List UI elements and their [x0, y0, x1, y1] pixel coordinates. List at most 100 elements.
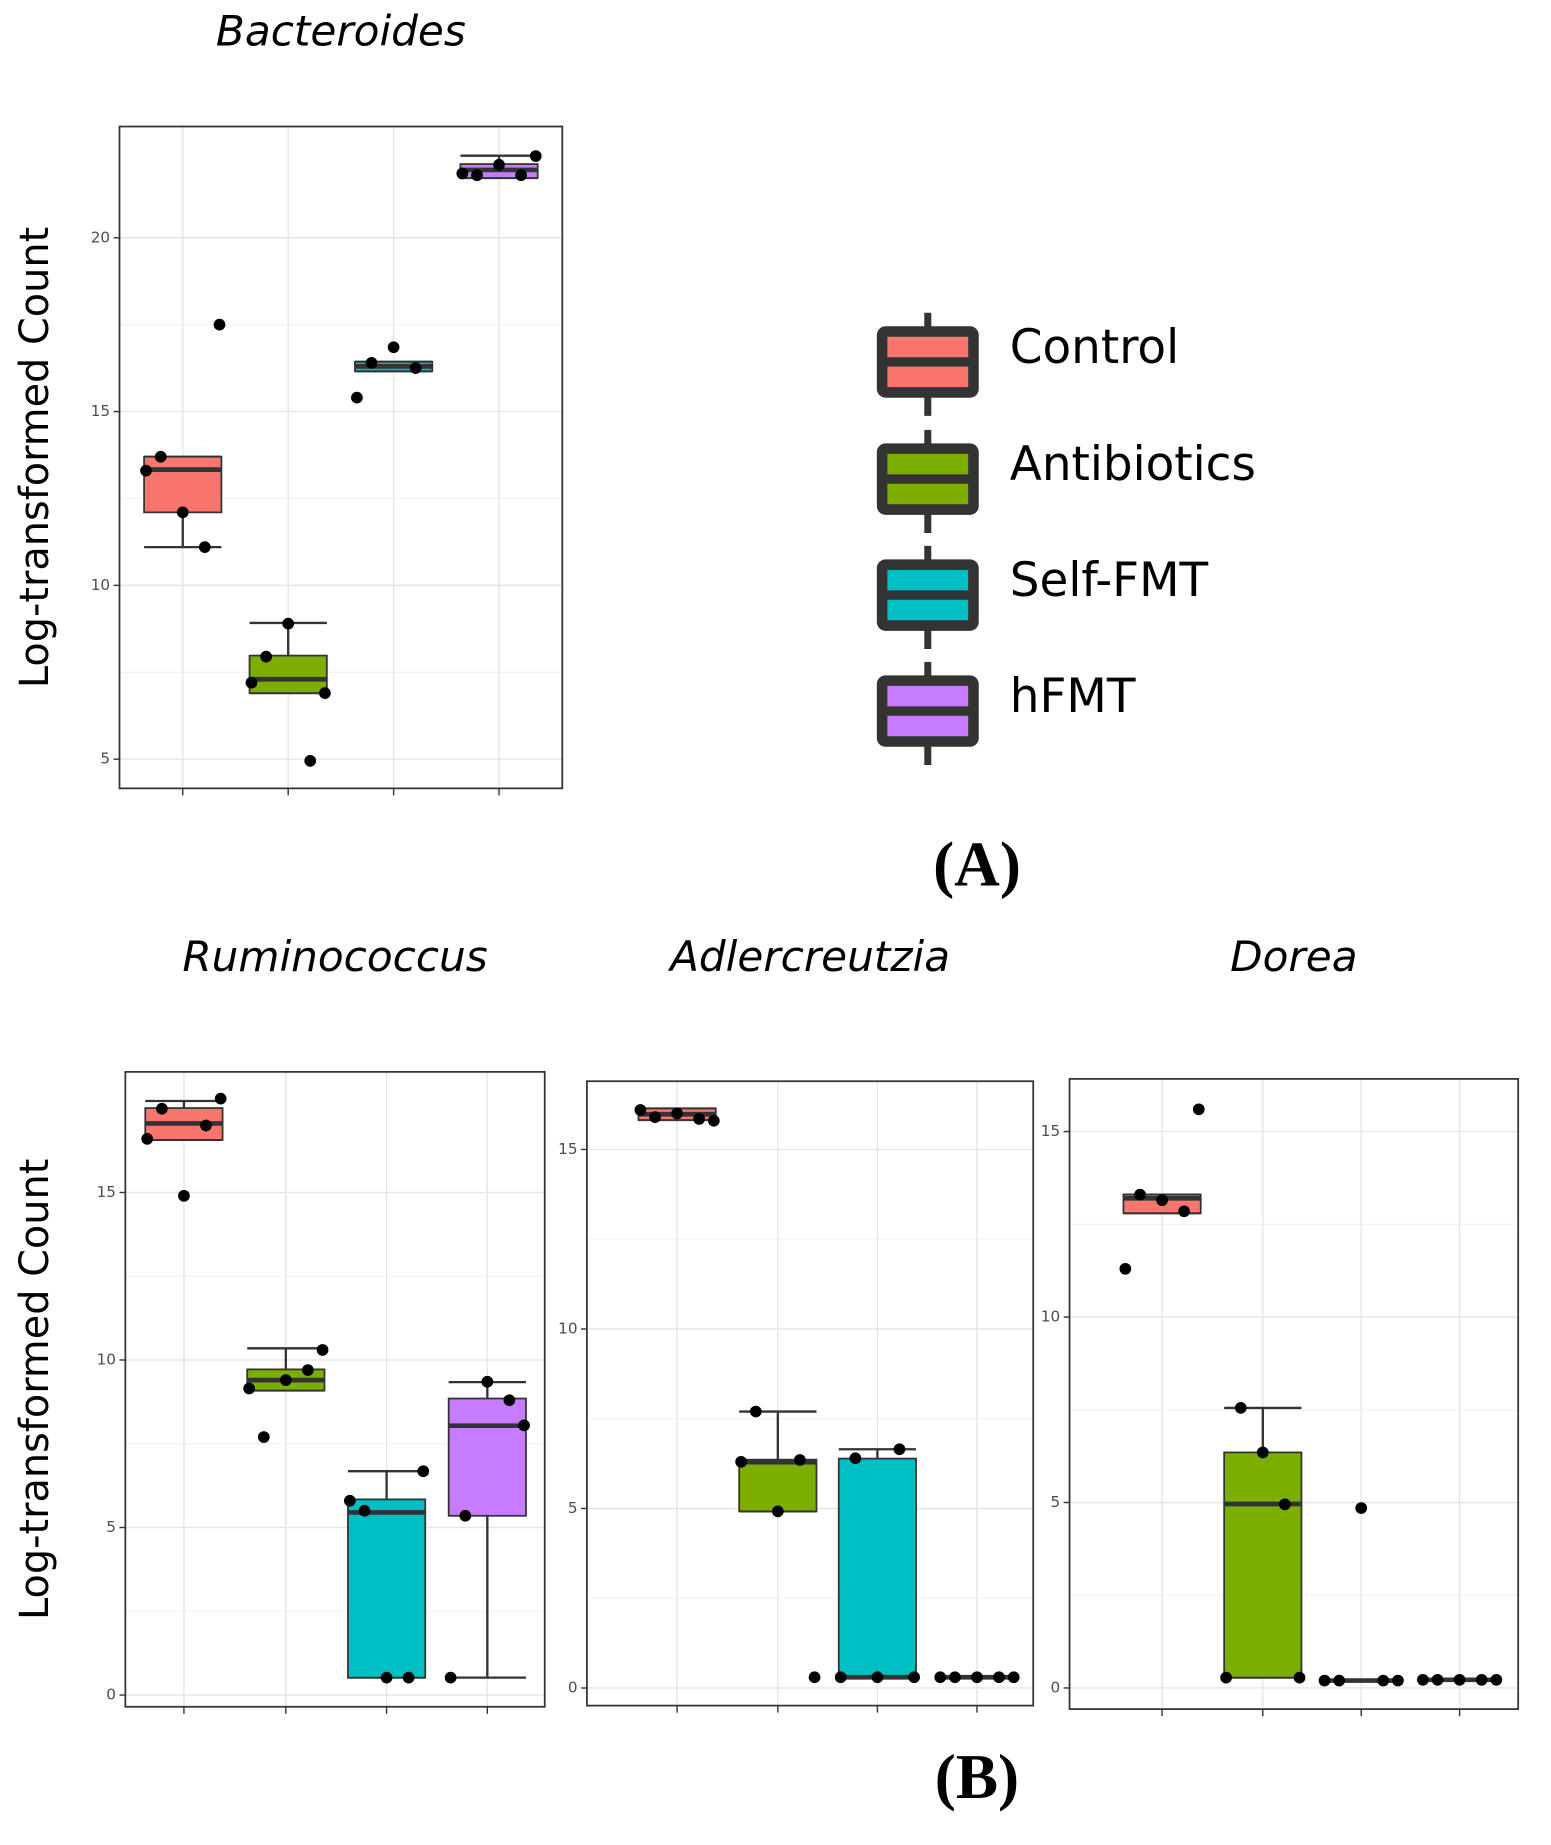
point	[1256, 1446, 1269, 1459]
point	[1490, 1673, 1503, 1686]
panel-border	[586, 1080, 1035, 1707]
point	[387, 341, 400, 354]
point	[1119, 1262, 1132, 1275]
point	[503, 1394, 516, 1407]
point	[671, 1107, 683, 1120]
point	[1431, 1673, 1444, 1686]
y-tick-label: 10	[91, 576, 110, 594]
y-tick-label: 15	[97, 1183, 116, 1201]
legend-label: Antibiotics	[1010, 438, 1256, 492]
point	[1453, 1673, 1466, 1686]
y-axis-label: Log-transformed Count	[12, 227, 58, 688]
point	[1392, 1674, 1404, 1687]
point	[749, 1405, 762, 1418]
point	[358, 1504, 371, 1517]
point	[141, 1133, 154, 1145]
point	[493, 158, 505, 171]
point	[260, 650, 273, 663]
point	[1192, 1103, 1205, 1116]
chart-title: Dorea	[1230, 932, 1357, 981]
point	[693, 1113, 705, 1125]
point	[518, 1419, 530, 1432]
panel-background	[125, 1071, 545, 1707]
y-tick-label: 5	[100, 750, 110, 768]
point	[908, 1671, 920, 1684]
y-tick-label: 10	[1041, 1308, 1060, 1326]
y-tick-label: 15	[558, 1140, 577, 1158]
y-tick-label: 0	[106, 1686, 116, 1704]
point	[344, 1494, 356, 1507]
point	[993, 1671, 1005, 1684]
panel-border	[118, 125, 564, 790]
point	[1293, 1671, 1306, 1684]
point	[302, 1364, 314, 1376]
box	[447, 1397, 527, 1517]
point	[871, 1671, 884, 1684]
point	[481, 1375, 494, 1388]
point	[529, 150, 542, 162]
y-tick-label: 5	[1050, 1493, 1060, 1511]
point	[1156, 1194, 1168, 1207]
y-tick-label: 15	[1041, 1122, 1060, 1140]
point	[156, 1102, 168, 1115]
y-tick-label: 10	[97, 1350, 116, 1368]
panel-label: (B)	[935, 1742, 1019, 1812]
chart-title: Bacteroides	[216, 7, 466, 56]
point	[257, 1431, 270, 1443]
point	[154, 450, 167, 463]
point	[1377, 1674, 1390, 1687]
chart-title: Adlercreutzia	[667, 932, 950, 981]
box	[143, 455, 223, 514]
point	[213, 318, 226, 331]
box	[248, 654, 328, 695]
point	[1220, 1671, 1232, 1684]
point	[1134, 1188, 1146, 1201]
point	[1333, 1674, 1346, 1687]
point	[1318, 1674, 1331, 1687]
chart-title: Ruminococcus	[182, 932, 487, 981]
point	[409, 362, 422, 374]
panel-label: (A)	[933, 830, 1021, 900]
point	[849, 1452, 862, 1465]
y-tick-label: 0	[1050, 1678, 1060, 1696]
point	[178, 1189, 190, 1202]
point	[771, 1505, 784, 1518]
y-tick-label: 5	[568, 1499, 578, 1517]
point	[444, 1671, 457, 1684]
point	[402, 1671, 415, 1684]
point	[214, 1092, 227, 1105]
point	[971, 1671, 983, 1684]
point	[198, 541, 211, 553]
panel-border	[1068, 1078, 1520, 1710]
point	[304, 755, 317, 767]
point	[515, 169, 527, 182]
point	[319, 687, 331, 699]
point	[1178, 1205, 1190, 1218]
point	[380, 1671, 393, 1684]
point	[245, 676, 258, 689]
point	[471, 169, 483, 182]
point	[1234, 1402, 1247, 1414]
point	[707, 1114, 720, 1127]
point	[365, 357, 378, 369]
point	[243, 1382, 255, 1395]
point	[1007, 1671, 1020, 1684]
point	[949, 1671, 961, 1684]
y-axis-label: Log-transformed Count	[12, 1159, 58, 1620]
legend-label: hFMT	[1010, 670, 1136, 724]
point	[316, 1344, 329, 1356]
point	[893, 1443, 906, 1456]
y-tick-label: 0	[568, 1679, 578, 1697]
legend-label: Self-FMT	[1010, 554, 1209, 608]
legend-label: Control	[1010, 321, 1179, 375]
panel-background	[586, 1081, 1034, 1706]
box	[347, 1498, 427, 1679]
point	[1417, 1673, 1429, 1686]
point	[808, 1671, 821, 1684]
point	[417, 1465, 430, 1478]
point	[634, 1104, 647, 1116]
point	[934, 1671, 947, 1684]
y-tick-label: 15	[91, 402, 110, 420]
point	[351, 391, 363, 404]
